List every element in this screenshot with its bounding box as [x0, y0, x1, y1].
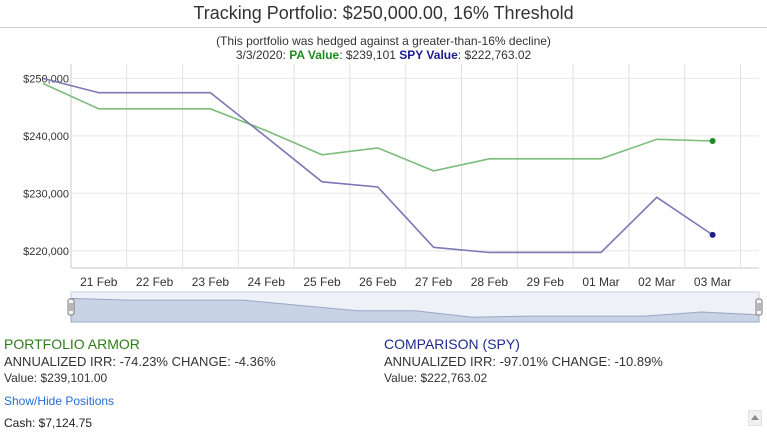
navigator-handle-left[interactable]: [67, 298, 75, 316]
chart-title: Tracking Portfolio: $250,000.00, 16% Thr…: [193, 3, 574, 23]
navigator-handle-right[interactable]: [755, 298, 763, 316]
grid-lines: [70, 64, 759, 269]
scroll-up-button[interactable]: [748, 410, 762, 426]
y-axis-ticks: $220,000$230,000$240,000$250,000: [23, 73, 69, 257]
x-tick-label: 27 Feb: [415, 275, 453, 289]
portfolio-armor-value: Value: $239,101.00: [4, 371, 108, 385]
pa-value-label: PA Value: [289, 48, 340, 62]
comparison-irr: ANNUALIZED IRR: -97.01% CHANGE: -10.89%: [384, 354, 663, 369]
x-tick-label: 23 Feb: [192, 275, 230, 289]
x-tick-label: 25 Feb: [303, 275, 341, 289]
x-tick-label: 03 Mar: [694, 275, 731, 289]
comparison-value: Value: $222,763.02: [384, 371, 488, 385]
value-date: 3/3/2020:: [235, 48, 286, 62]
data-point: [709, 137, 716, 144]
x-axis-ticks: 21 Feb 22 Feb 23 Feb 24 Feb 25 Feb 26 Feb 27 F…: [80, 275, 731, 289]
spy-value-label: SPY Value: [399, 48, 458, 62]
pa-value: : $239,101: [339, 48, 396, 62]
portfolio-armor-irr: ANNUALIZED IRR: -74.23% CHANGE: -4.36%: [4, 354, 276, 369]
x-tick-label: 22 Feb: [136, 275, 174, 289]
x-tick-label: 01 Mar: [582, 275, 619, 289]
chart-values-line: 3/3/2020: PA Value: $239,101 SPY Value: …: [0, 49, 767, 62]
chart-subtitle: (This portfolio was hedged against a gre…: [216, 34, 551, 48]
show-hide-positions-link[interactable]: Show/Hide Positions: [4, 394, 115, 408]
line-chart[interactable]: $220,000$230,000$240,000$250,000 21 Feb 2…: [0, 0, 767, 330]
cash-value: Cash: $7,124.75: [4, 416, 93, 430]
spy-value: : $222,763.02: [457, 48, 532, 62]
navigator-area: [70, 297, 760, 323]
y-tick-label: $220,000: [23, 246, 69, 258]
portfolio-armor-heading: PORTFOLIO ARMOR: [4, 336, 140, 352]
chart-series: [42, 77, 716, 254]
title-divider: [0, 27, 767, 28]
y-tick-label: $230,000: [23, 188, 69, 200]
series-line: [42, 77, 714, 254]
comparison-heading: COMPARISON (SPY): [384, 336, 520, 352]
portfolio-armor-summary: PORTFOLIO ARMOR ANNUALIZED IRR: -74.23% …: [4, 336, 276, 387]
range-navigator[interactable]: [67, 291, 763, 323]
x-tick-label: 21 Feb: [80, 275, 118, 289]
x-tick-label: 02 Mar: [638, 275, 675, 289]
x-tick-label: 24 Feb: [248, 275, 286, 289]
x-tick-label: 28 Feb: [471, 275, 509, 289]
data-point: [709, 231, 716, 238]
chevron-up-icon: [751, 415, 759, 420]
y-tick-label: $240,000: [23, 131, 69, 143]
comparison-summary: COMPARISON (SPY) ANNUALIZED IRR: -97.01%…: [384, 336, 663, 387]
series-line: [42, 82, 713, 172]
x-tick-label: 29 Feb: [527, 275, 565, 289]
x-tick-label: 26 Feb: [359, 275, 397, 289]
